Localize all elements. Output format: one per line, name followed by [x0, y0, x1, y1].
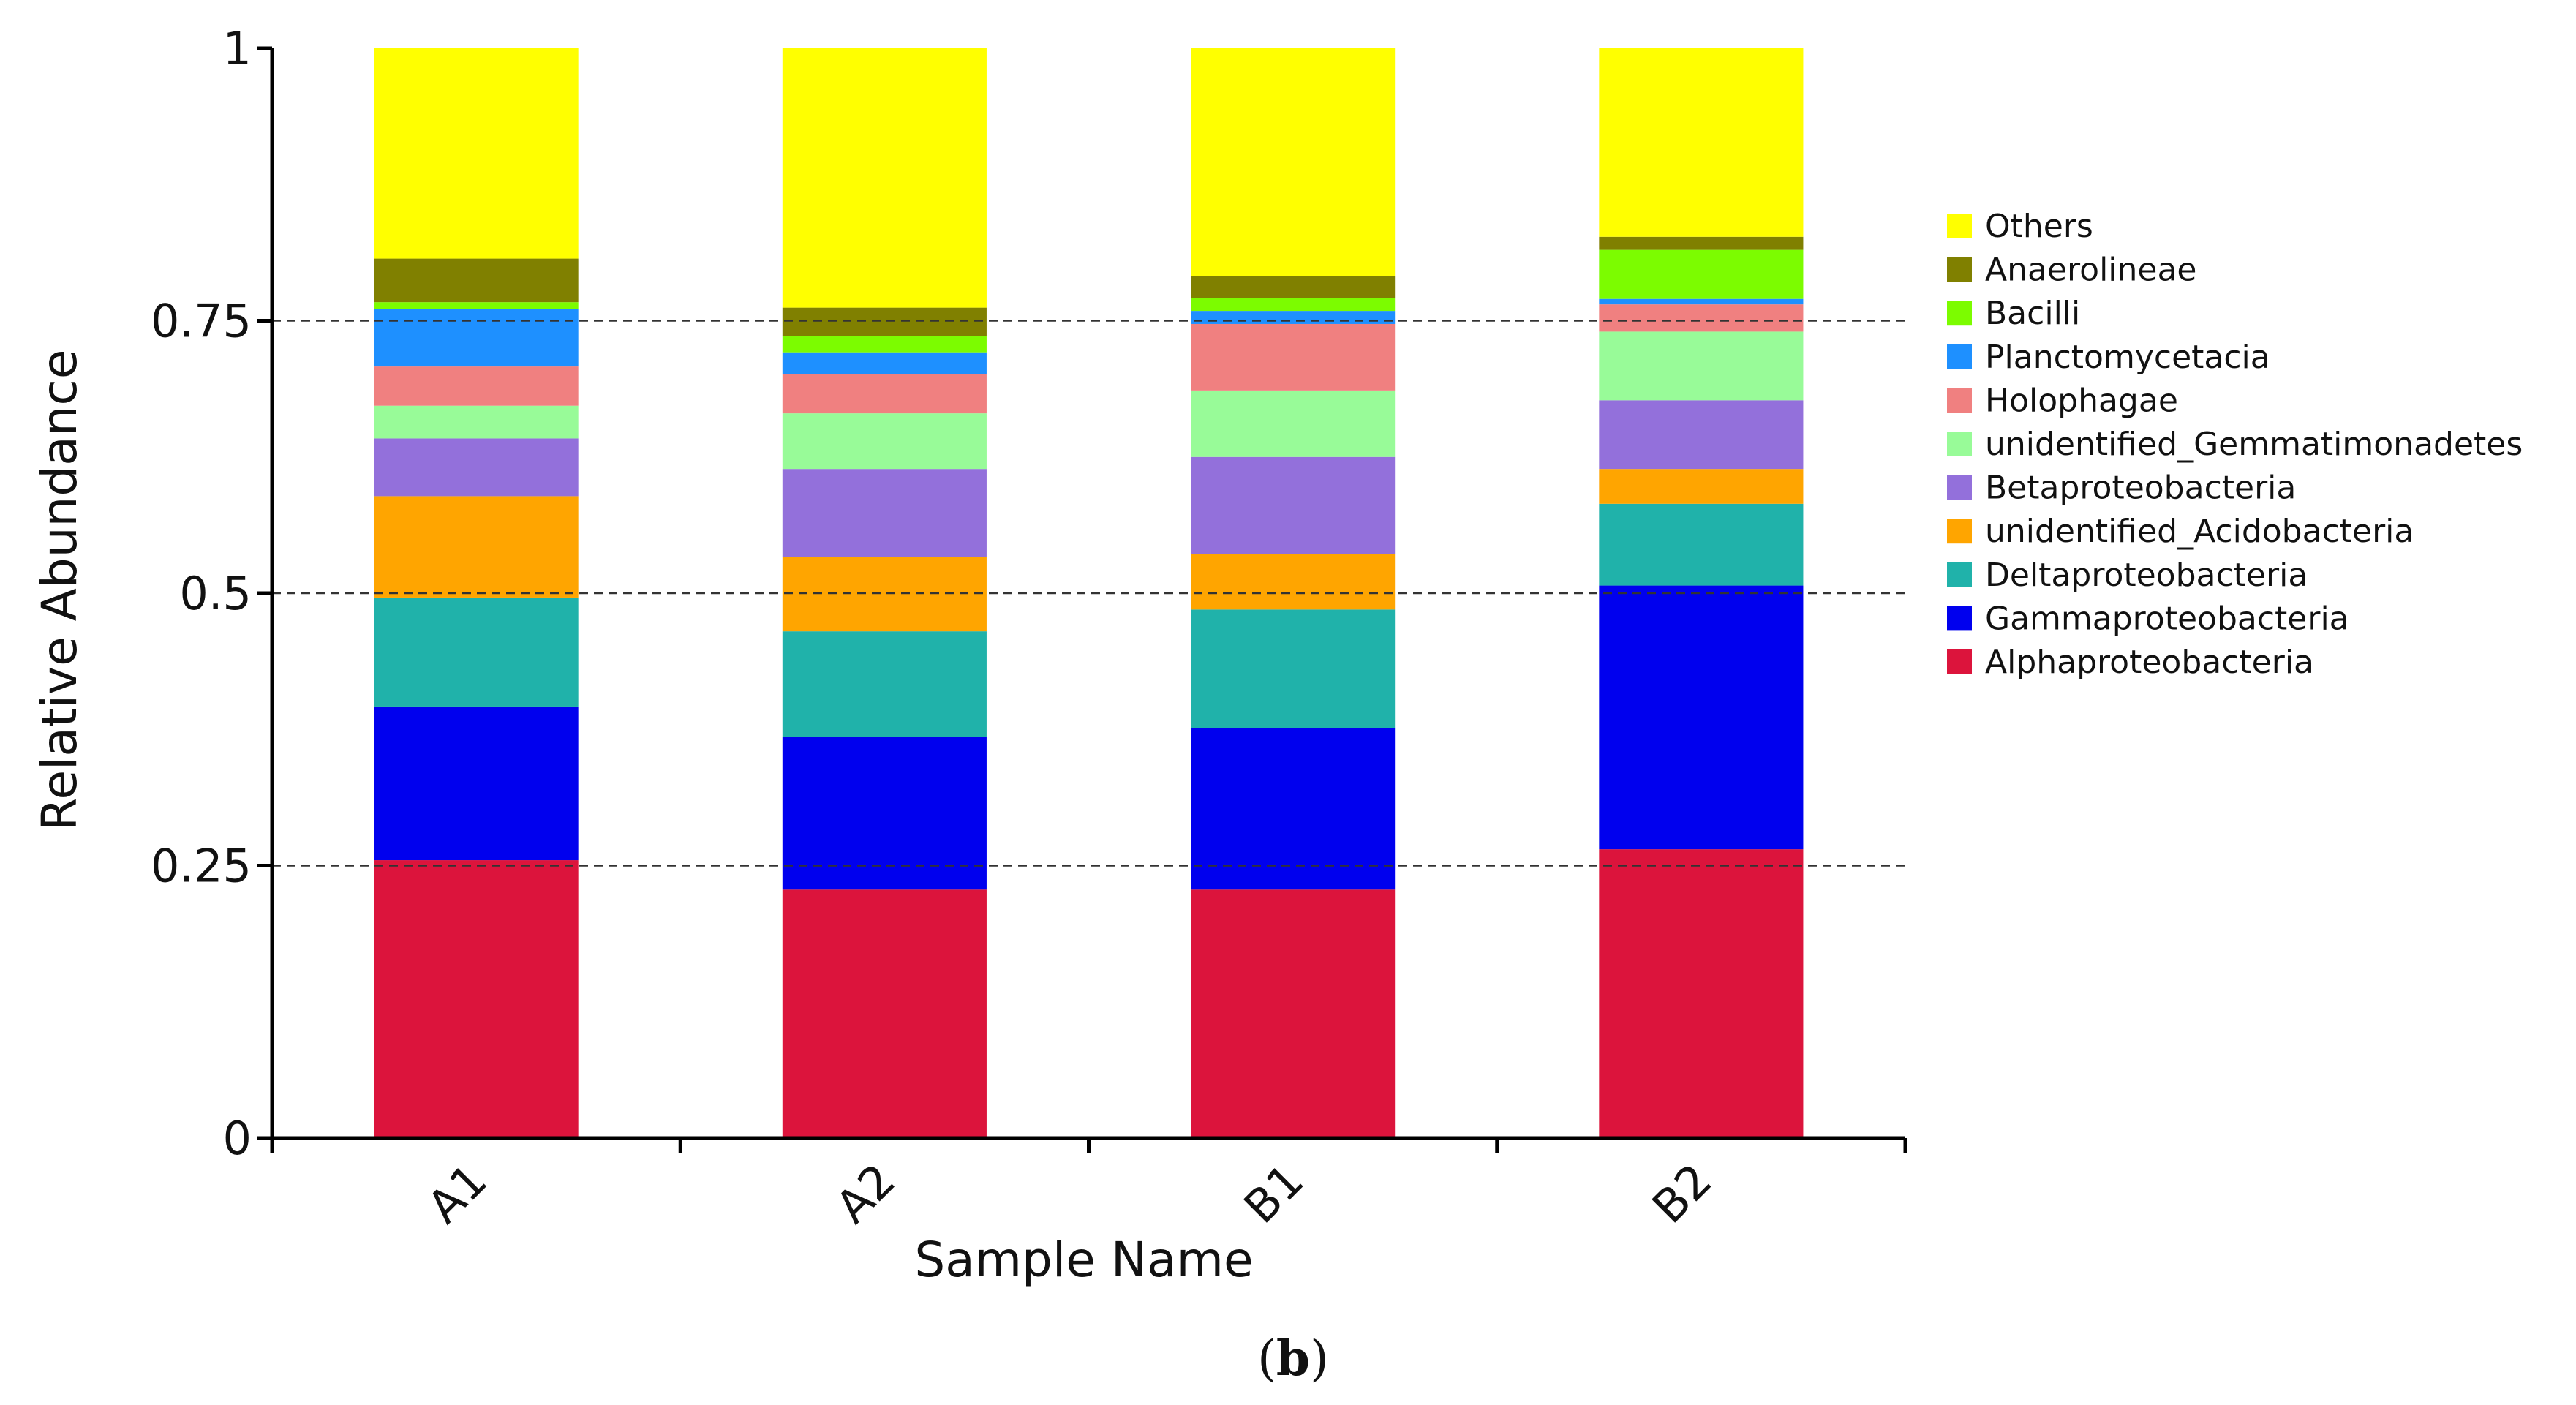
legend-label: unidentified_Acidobacteria — [1985, 513, 2414, 550]
bar-a1-alphaproteobacteria — [374, 860, 579, 1138]
bar-b1-unidentified-gemmatimonadetes — [1191, 390, 1396, 457]
legend-item-bacilli: Bacilli — [1947, 295, 2080, 332]
bars — [374, 48, 1804, 1138]
x-axis-title: Sample Name — [914, 1232, 1253, 1288]
x-tick-label-a2: A2 — [825, 1153, 905, 1234]
bar-a2-planctomycetacia — [782, 352, 987, 374]
legend-label: Holophagae — [1985, 382, 2178, 419]
x-tick-label-b2: B2 — [1642, 1153, 1722, 1234]
bar-a2-betaproteobacteria — [782, 469, 987, 557]
y-tick-label: 0.25 — [151, 840, 252, 893]
bar-a1-bacilli — [374, 302, 579, 309]
legend-label: Betaproteobacteria — [1985, 470, 2296, 507]
legend-swatch — [1947, 562, 1972, 587]
bar-a2-holophagae — [782, 374, 987, 414]
legend-item-deltaproteobacteria: Deltaproteobacteria — [1947, 557, 2308, 594]
bar-a1-deltaproteobacteria — [374, 597, 579, 707]
bar-b2-others — [1599, 48, 1804, 237]
bar-a1-gammaproteobacteria — [374, 706, 579, 861]
y-axis-title: Relative Abundance — [31, 350, 88, 832]
bar-b2-alphaproteobacteria — [1599, 849, 1804, 1138]
legend-swatch — [1947, 388, 1972, 413]
bar-b2-gammaproteobacteria — [1599, 585, 1804, 850]
legend-label: Gammaproteobacteria — [1985, 600, 2349, 637]
legend-label: Planctomycetacia — [1985, 339, 2270, 376]
y-tick-label: 0.75 — [151, 295, 252, 348]
bar-b1-betaproteobacteria — [1191, 456, 1396, 554]
legend-item-betaproteobacteria: Betaproteobacteria — [1947, 470, 2296, 507]
figure-label: (b) — [1257, 1330, 1329, 1387]
legend-label: Alphaproteobacteria — [1985, 644, 2313, 681]
legend-swatch — [1947, 214, 1972, 238]
bar-a1-holophagae — [374, 366, 579, 406]
legend-swatch — [1947, 649, 1972, 674]
bar-a1-anaerolineae — [374, 258, 579, 303]
axes — [257, 46, 1907, 1153]
bar-b2-bacilli — [1599, 249, 1804, 299]
bar-b2-holophagae — [1599, 304, 1804, 332]
bar-a2-alphaproteobacteria — [782, 889, 987, 1138]
figure-label-close-paren: ) — [1310, 1330, 1329, 1387]
bar-b1-planctomycetacia — [1191, 311, 1396, 324]
legend-label: Deltaproteobacteria — [1985, 557, 2308, 594]
figure-label-open-paren: ( — [1257, 1330, 1276, 1387]
bar-b1-holophagae — [1191, 323, 1396, 391]
bar-b2-deltaproteobacteria — [1599, 503, 1804, 586]
legend-label: Anaerolineae — [1985, 252, 2197, 289]
bar-b1-alphaproteobacteria — [1191, 889, 1396, 1138]
legend-swatch — [1947, 606, 1972, 631]
figure-label-letter: b — [1276, 1330, 1310, 1387]
bar-a2-others — [782, 48, 987, 308]
bar-a1-unidentified-gemmatimonadetes — [374, 405, 579, 439]
bar-a2-unidentified-gemmatimonadetes — [782, 413, 987, 470]
x-tick-label-a1: A1 — [417, 1153, 497, 1234]
bar-b1-others — [1191, 48, 1396, 276]
y-tick-label: 0.5 — [179, 567, 252, 620]
legend-label: unidentified_Gemmatimonadetes — [1985, 426, 2523, 463]
bar-a2-anaerolineae — [782, 307, 987, 336]
bar-a2-gammaproteobacteria — [782, 737, 987, 890]
legend-swatch — [1947, 519, 1972, 544]
bar-a2-deltaproteobacteria — [782, 631, 987, 737]
legend-swatch — [1947, 257, 1972, 282]
legend-item-alphaproteobacteria: Alphaproteobacteria — [1947, 644, 2313, 681]
y-tick-label: 1 — [223, 22, 252, 75]
bar-b1-gammaproteobacteria — [1191, 728, 1396, 890]
bar-b1-deltaproteobacteria — [1191, 609, 1396, 728]
bar-b2-betaproteobacteria — [1599, 400, 1804, 470]
legend-swatch — [1947, 432, 1972, 456]
legend: Others Anaerolineae Bacilli Planctomycetaci… — [1947, 208, 2523, 681]
bar-a1-unidentified-acidobacteria — [374, 496, 579, 598]
legend-item-holophagae: Holophagae — [1947, 382, 2178, 419]
bar-a1-others — [374, 48, 579, 259]
bar-b1-unidentified-acidobacteria — [1191, 554, 1396, 610]
legend-item-gammaproteobacteria: Gammaproteobacteria — [1947, 600, 2349, 637]
bar-b2-unidentified-gemmatimonadetes — [1599, 331, 1804, 401]
bar-b2-planctomycetacia — [1599, 298, 1804, 305]
x-tick-label-b1: B1 — [1234, 1153, 1314, 1234]
legend-label: Others — [1985, 208, 2093, 245]
legend-label: Bacilli — [1985, 295, 2080, 332]
legend-item-unidentified-acidobacteria: unidentified_Acidobacteria — [1947, 513, 2414, 550]
legend-swatch — [1947, 301, 1972, 326]
y-tick-label: 0 — [223, 1112, 252, 1165]
bar-a2-unidentified-acidobacteria — [782, 557, 987, 632]
legend-item-unidentified-gemmatimonadetes: unidentified_Gemmatimonadetes — [1947, 426, 2523, 463]
legend-item-planctomycetacia: Planctomycetacia — [1947, 339, 2270, 376]
legend-swatch — [1947, 475, 1972, 500]
bar-b1-bacilli — [1191, 298, 1396, 312]
bar-a1-planctomycetacia — [374, 309, 579, 367]
bar-a2-bacilli — [782, 336, 987, 353]
legend-swatch — [1947, 344, 1972, 369]
bar-b1-anaerolineae — [1191, 276, 1396, 298]
bar-b2-anaerolineae — [1599, 236, 1804, 250]
legend-item-anaerolineae: Anaerolineae — [1947, 252, 2197, 289]
grid-lines — [272, 320, 1905, 867]
legend-item-others: Others — [1947, 208, 2093, 245]
bar-a1-betaproteobacteria — [374, 438, 579, 497]
bar-b2-unidentified-acidobacteria — [1599, 469, 1804, 504]
